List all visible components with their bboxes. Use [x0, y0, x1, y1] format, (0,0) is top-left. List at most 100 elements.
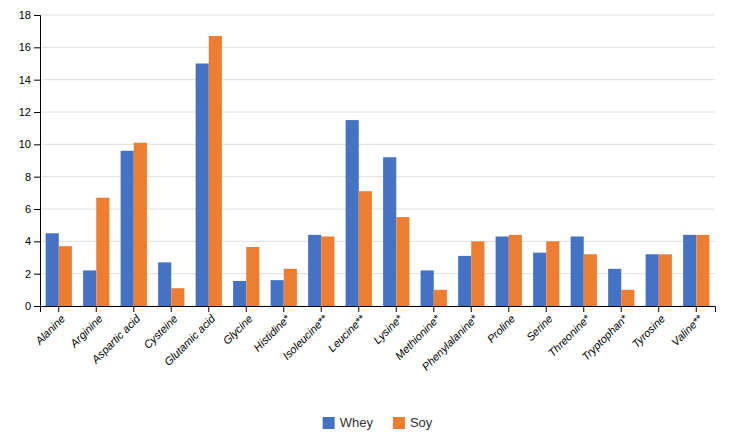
x-tick-mark — [58, 306, 59, 312]
y-tick: 8 — [25, 171, 40, 183]
bar — [621, 290, 634, 306]
x-tick: Cysteine — [141, 306, 180, 351]
x-tick-mark — [696, 306, 697, 312]
grid — [40, 15, 715, 306]
x-tick-label: Phenylalanine* — [419, 312, 480, 373]
y-tick-label: 4 — [25, 235, 31, 247]
grid-line — [40, 47, 715, 48]
x-tick-label: Alanine — [32, 312, 67, 347]
bar — [683, 235, 696, 306]
bar — [646, 254, 659, 306]
bar — [509, 235, 522, 306]
x-tick: Glutamic acid — [162, 306, 218, 368]
bar — [533, 253, 546, 306]
bar — [209, 36, 222, 306]
bar — [571, 236, 584, 306]
y-tick-label: 2 — [25, 268, 31, 280]
bar — [308, 235, 321, 306]
bar — [696, 235, 709, 306]
bar — [434, 290, 447, 306]
x-tick-mark — [546, 306, 547, 312]
bar — [546, 241, 559, 306]
x-tick-label: Valine** — [669, 312, 705, 348]
x-tick-label: Leucine** — [326, 312, 368, 354]
chart: AlanineArginineAspartic acidCysteineGlut… — [0, 0, 730, 441]
bar — [271, 280, 284, 306]
x-tick-label: Glycine — [220, 312, 254, 346]
grid-line — [40, 112, 715, 113]
bar — [346, 120, 359, 306]
y-tick: 0 — [25, 300, 40, 312]
bars — [46, 36, 710, 306]
bar — [233, 281, 246, 306]
bar — [458, 256, 471, 306]
y-tick: 2 — [25, 268, 40, 280]
bar — [83, 270, 96, 306]
y-tick-label: 10 — [19, 138, 31, 150]
bar — [584, 254, 597, 306]
x-tick-mark — [246, 306, 247, 312]
x-tick-label: Aspartic acid — [89, 312, 143, 366]
y-tick: 18 — [19, 9, 40, 21]
y-tick-mark — [34, 209, 40, 210]
x-tick: Aspartic acid — [89, 306, 143, 366]
x-tick-mark — [621, 306, 622, 312]
bar — [96, 198, 109, 306]
y-axis-line — [34, 16, 41, 307]
y-tick-label: 18 — [19, 9, 31, 21]
bar — [359, 191, 372, 306]
x-tick-label: Serine — [524, 312, 555, 343]
x-axis-line — [41, 307, 716, 313]
series — [59, 36, 710, 306]
y-tick-mark — [34, 80, 40, 81]
x-tick-label: Isoleucine** — [280, 312, 330, 362]
x-tick-label: Tryptophan* — [580, 312, 631, 363]
grid-line — [40, 79, 715, 80]
x-tick-mark — [658, 306, 659, 312]
x-tick-mark — [396, 306, 397, 312]
y-tick: 10 — [19, 138, 40, 150]
y-tick-label: 8 — [25, 171, 31, 183]
y-tick: 12 — [19, 106, 40, 118]
legend-swatch — [323, 417, 335, 429]
legend-item: Soy — [393, 415, 433, 430]
y-tick-mark — [34, 177, 40, 178]
plot: AlanineArginineAspartic acidCysteineGlut… — [19, 9, 716, 373]
x-tick-mark — [508, 306, 509, 312]
legend-label: Soy — [410, 415, 433, 430]
legend-item: Whey — [323, 415, 374, 430]
x-tick-mark — [208, 306, 209, 312]
legend-label: Whey — [340, 415, 374, 430]
x-tick-mark — [283, 306, 284, 312]
y-axis: 024681012141618 — [19, 9, 41, 312]
x-tick: Lysine* — [371, 306, 405, 346]
x-tick-mark — [133, 306, 134, 312]
bar — [196, 64, 209, 307]
x-tick-label: Cysteine — [141, 312, 180, 351]
x-tick-label: Tyrosine — [630, 312, 668, 350]
bar — [321, 236, 334, 306]
y-tick-mark — [34, 144, 40, 145]
x-tick: Glycine — [220, 306, 254, 347]
bar — [496, 236, 509, 306]
bar — [284, 269, 297, 306]
x-tick: Isoleucine** — [280, 306, 330, 362]
series — [46, 64, 697, 307]
y-tick-mark — [34, 47, 40, 48]
y-tick: 4 — [25, 235, 40, 247]
y-tick-mark — [34, 15, 40, 16]
x-tick-label: Arginine — [67, 312, 105, 350]
x-tick-label: Glutamic acid — [162, 312, 218, 368]
bar — [659, 254, 672, 306]
x-tick-mark — [321, 306, 322, 312]
x-tick: Serine — [524, 306, 555, 343]
bar — [121, 151, 134, 306]
x-axis: AlanineArginineAspartic acidCysteineGlut… — [32, 306, 715, 373]
y-tick-label: 6 — [25, 203, 31, 215]
bar — [246, 247, 259, 306]
x-tick: Leucine** — [326, 306, 368, 354]
bar — [46, 233, 59, 306]
x-tick-label: Lysine* — [371, 312, 405, 346]
y-tick-mark — [34, 112, 40, 113]
x-tick: Proline — [485, 306, 518, 345]
